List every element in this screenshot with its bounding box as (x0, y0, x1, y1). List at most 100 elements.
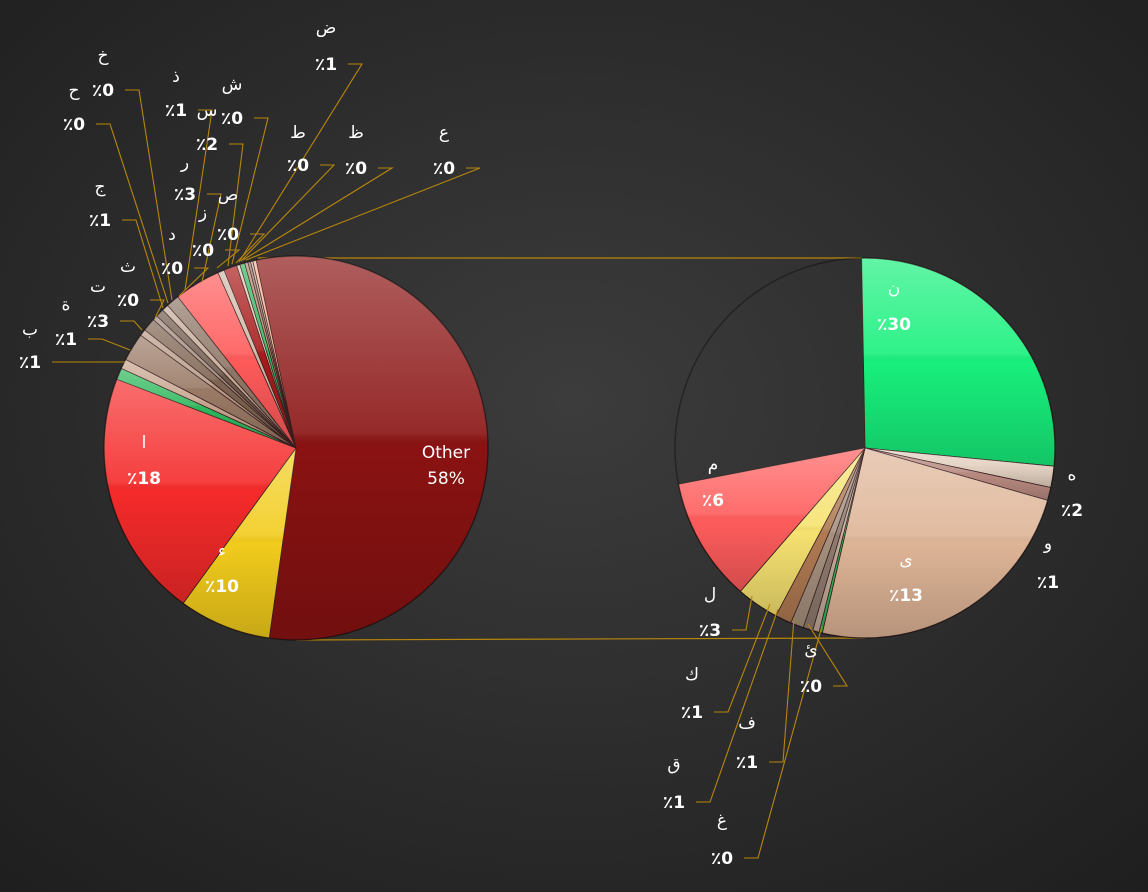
secondary-pie-label-name-3: ى (899, 550, 912, 570)
main-pie-leader-15 (235, 233, 266, 264)
main-pie-label-name-11: ر (180, 153, 189, 173)
main-pie-label-value-12: ٪0 (192, 241, 214, 261)
main-pie-label-value-19: ٪0 (433, 159, 455, 179)
secondary-pie-slice-gloss-7 (790, 448, 865, 628)
main-pie-label-value-5: ٪0 (117, 291, 139, 311)
main-pie-label-name-1: ا (142, 433, 147, 453)
main-pie (103, 255, 489, 641)
main-pie-label-name-5: ث (120, 257, 136, 277)
main-pie-slice-gloss-20 (252, 260, 296, 448)
main-pie-label-value-8: ٪0 (92, 81, 114, 101)
slice-labels: Other 58% ء ٪10 ا ٪18 ب ٪1 ة ٪1 ت ٪3 ث ٪0 ج ٪1 ح ٪0 خ ٪0 د ٪0… (19, 18, 1083, 869)
main-pie-slice-gloss-3 (116, 368, 296, 448)
secondary-pie-label-value-3: ٪13 (889, 586, 923, 606)
main-pie-label-value-9: ٪0 (161, 259, 183, 279)
main-pie-leader-10 (184, 109, 213, 291)
main-pie-leader-11 (201, 193, 222, 283)
secondary-pie-label-value-6: ٪1 (736, 753, 758, 773)
main-pie-label-name-3: ة (62, 295, 71, 315)
main-pie-slice-gloss-15 (236, 264, 296, 448)
secondary-pie-label-name-6: ف (738, 713, 756, 733)
main-pie-slice-gloss-5 (125, 335, 296, 448)
secondary-pie-slice-gloss-9 (740, 448, 865, 616)
main-pie-slice-gloss-10 (162, 305, 296, 448)
main-pie-label-name-14: ش (222, 75, 243, 95)
connector-lines (258, 257, 866, 641)
main-pie-slice-gloss-17 (244, 262, 296, 448)
main-pie-leader-18 (242, 167, 394, 261)
secondary-pie-label-value-0: ٪30 (877, 315, 911, 335)
main-pie-leader-4 (120, 320, 143, 331)
secondary-pie-slice-gloss-8 (775, 448, 865, 623)
main-pie-slice-gloss-4 (121, 359, 296, 448)
secondary-pie-leader-4 (807, 623, 848, 687)
main-pie-leader-6 (122, 219, 164, 309)
main-pie-rim (103, 255, 489, 641)
secondary-pie-leader-8 (714, 603, 771, 713)
main-pie-label-name-17: ط (290, 123, 306, 143)
secondary-pie-label-name-9: ل (704, 585, 716, 605)
main-pie-slice-gloss-0 (256, 256, 489, 641)
main-pie-leader-17 (240, 164, 336, 262)
main-pie-label-name-7: ح (69, 81, 80, 101)
main-pie-label-name-16: ض (316, 18, 337, 38)
main-pie-slice-gloss-6 (140, 329, 296, 448)
secondary-pie-label-name-4: ئ (804, 640, 817, 660)
main-pie-label-name-2: ب (22, 320, 38, 340)
secondary-pie-slice-gloss-0 (861, 258, 1056, 467)
main-pie-label-value-14: ٪0 (221, 109, 243, 129)
main-pie-slice-gloss-2 (103, 379, 296, 604)
main-pie-slice-gloss-16 (239, 262, 296, 448)
secondary-pie-label-value-9: ٪3 (699, 621, 721, 641)
main-pie-label-name-0: Other (422, 443, 470, 463)
main-pie-label-value-0: ٪10 (205, 577, 239, 597)
main-pie-slice-gloss-13 (217, 269, 296, 448)
main-pie-label-value-1: ٪18 (127, 469, 161, 489)
secondary-pie-label-value-10: ٪6 (702, 491, 724, 511)
secondary-pie (674, 257, 1056, 639)
secondary-pie-leader-9 (732, 595, 753, 631)
main-pie-label-value-15: ٪0 (217, 225, 239, 245)
main-pie-leader-13 (227, 143, 244, 267)
main-pie-label-value-13: ٪2 (196, 135, 218, 155)
main-pie-leader-7 (96, 123, 169, 304)
secondary-pie-rim (674, 257, 1056, 639)
secondary-pie-label-name-0: ن (888, 279, 900, 299)
main-pie-label-name-10: ذ (172, 67, 180, 87)
main-pie-label-value-0: 58% (427, 469, 465, 489)
secondary-pie-slice-gloss-3 (822, 448, 1048, 638)
secondary-pie-label-name-2: و (1043, 534, 1052, 554)
main-pie-slice-gloss-9 (156, 309, 296, 448)
main-pie-label-name-0: ء (218, 541, 226, 561)
main-pie-slice-gloss-7 (144, 319, 296, 448)
main-pie-leader-8 (125, 89, 173, 301)
main-pie-slice-gloss-11 (167, 296, 296, 448)
main-pie-label-name-15: ص (218, 185, 239, 205)
secondary-pie-label-value-2: ٪1 (1037, 573, 1059, 593)
main-pie-leader-16 (238, 63, 363, 263)
main-pie-slice-gloss-1 (183, 448, 296, 639)
secondary-pie-label-name-5: غ (717, 811, 727, 831)
secondary-pie-label-name-1: ه (1068, 465, 1077, 485)
main-pie-label-value-4: ٪3 (87, 312, 109, 332)
main-pie-label-name-4: ت (90, 277, 106, 297)
main-pie-label-name-12: ز (198, 203, 207, 223)
main-pie-slice-gloss-19 (250, 260, 296, 448)
main-pie-label-value-17: ٪0 (287, 156, 309, 176)
secondary-pie-leader-7 (696, 608, 779, 803)
main-pie-leader-3 (88, 338, 131, 351)
main-pie-leader-19 (245, 167, 481, 261)
connector-bottom (295, 637, 866, 641)
main-pie-label-value-10: ٪1 (165, 101, 187, 121)
main-pie-label-name-19: ع (439, 123, 449, 143)
main-pie-leader-9 (178, 267, 210, 297)
secondary-pie-label-name-10: م (708, 455, 719, 475)
main-pie-label-value-16: ٪1 (315, 55, 337, 75)
main-pie-slice-gloss-18 (247, 261, 296, 448)
secondary-pie-label-value-7: ٪1 (663, 793, 685, 813)
secondary-pie-label-value-5: ٪0 (711, 849, 733, 869)
main-pie-label-name-18: ظ (348, 123, 364, 143)
secondary-pie-label-name-7: ق (667, 755, 680, 775)
secondary-pie-label-value-8: ٪1 (681, 703, 703, 723)
main-pie-slice-gloss-8 (153, 315, 296, 448)
